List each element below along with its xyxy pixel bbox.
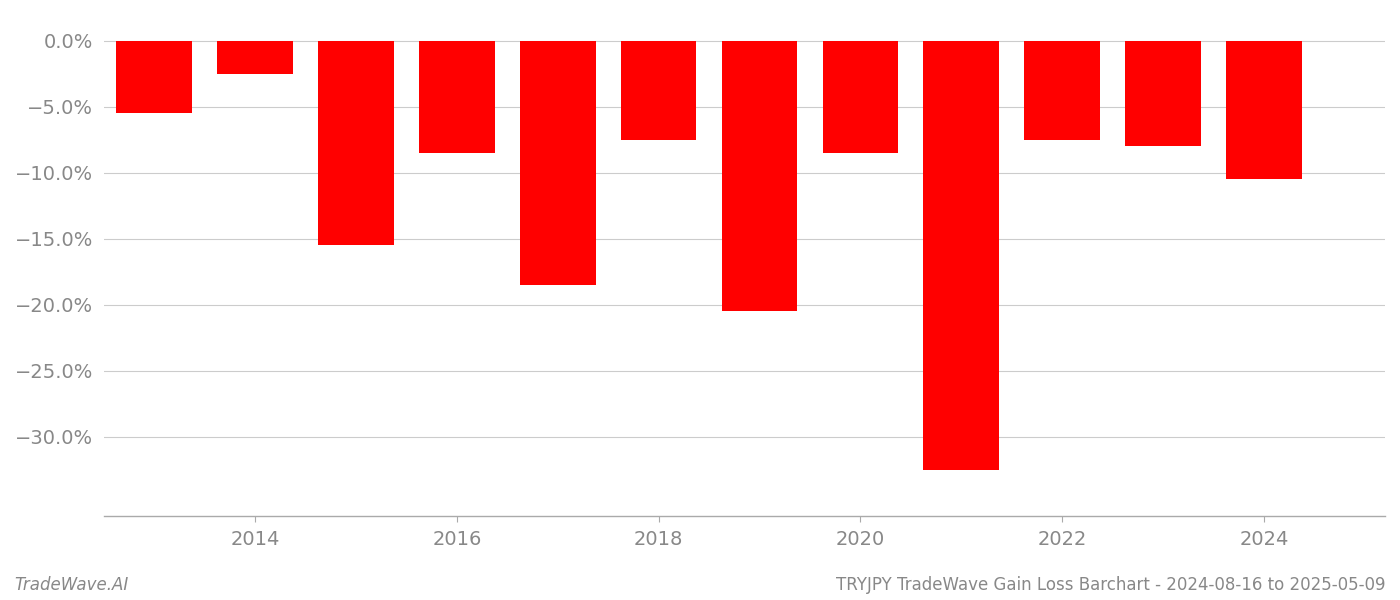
Bar: [519, 41, 595, 285]
Bar: [1025, 41, 1100, 140]
Bar: [924, 41, 1000, 470]
Bar: [721, 41, 798, 311]
Bar: [217, 41, 293, 74]
Bar: [620, 41, 696, 140]
Text: TRYJPY TradeWave Gain Loss Barchart - 2024-08-16 to 2025-05-09: TRYJPY TradeWave Gain Loss Barchart - 20…: [837, 576, 1386, 594]
Text: TradeWave.AI: TradeWave.AI: [14, 576, 129, 594]
Bar: [1226, 41, 1302, 179]
Bar: [823, 41, 899, 153]
Bar: [1126, 41, 1201, 146]
Bar: [116, 41, 192, 113]
Bar: [419, 41, 494, 153]
Bar: [318, 41, 393, 245]
